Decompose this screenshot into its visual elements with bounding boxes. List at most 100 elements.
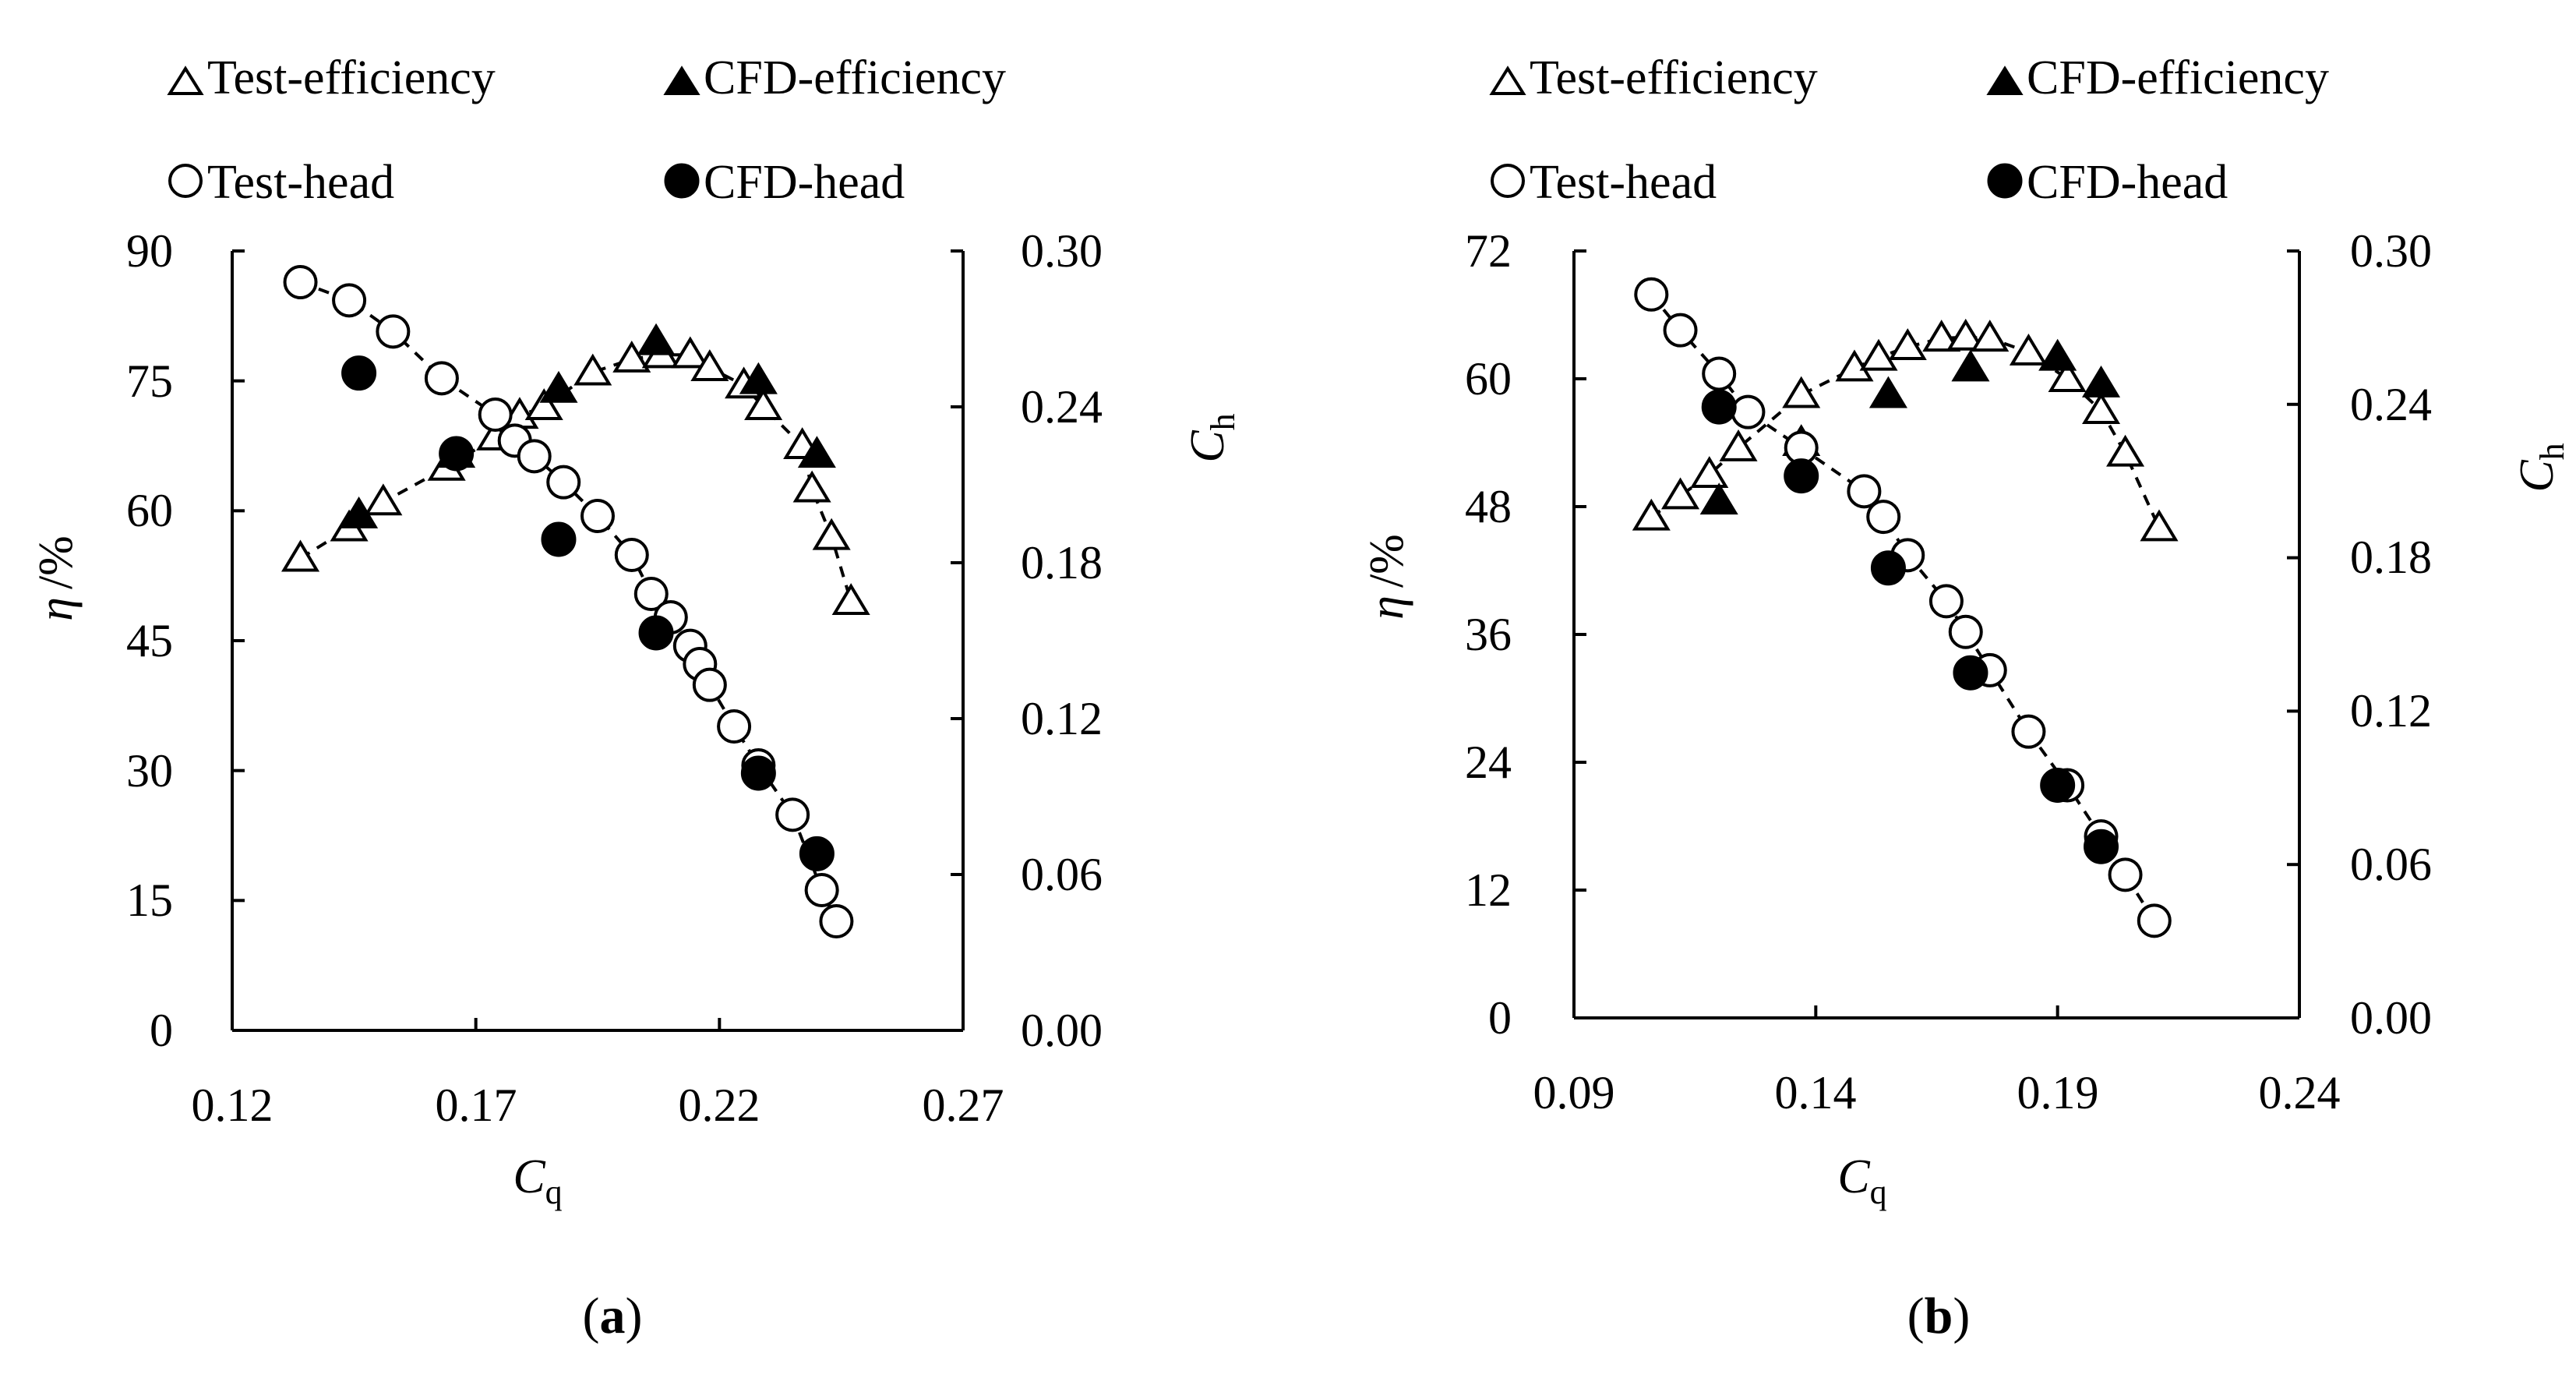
panel-label-open: ( [583,1288,600,1344]
x-tick-label: 0.14 [1775,1067,1857,1118]
x-axis-label-sub: q [545,1173,563,1211]
data-point-test-head [775,797,810,832]
data-point-test-efficiency [1719,429,1758,461]
data-point-test-head [2137,903,2172,938]
data-point-cfd-efficiency [2081,365,2121,398]
panel-label: (a) [583,1288,643,1344]
x-axis-ticks: 0.09 0.14 0.19 0.24 [1533,1067,2341,1118]
data-point-test-efficiency [2009,333,2048,366]
data-point-test-efficiency [1888,328,1927,360]
series-layer [281,265,870,938]
y-tick-label-right: 0.12 [1021,693,1103,744]
series-line-test-head [1650,293,2156,922]
data-point-test-efficiency [2081,392,2121,424]
data-point-test-efficiency [1661,477,1700,510]
panel-label-close: ) [1953,1288,1970,1344]
data-point-test-head [633,577,669,611]
data-point-cfd-head [1953,655,1988,691]
data-point-cfd-head [1870,550,1906,586]
y-tick-label-left: 72 [1465,225,1512,277]
y-axis-right-label-sub: h [2533,443,2571,460]
data-point-cfd-head [1784,458,1819,494]
series-layer [1632,277,2179,938]
y-tick-label-right: 0.24 [2350,379,2432,430]
data-point-test-efficiency [744,388,783,420]
legend-item-cfd-efficiency: CFD-efficiency [1986,51,2329,104]
y-tick-label-right: 0.24 [1021,381,1103,433]
y-axis-right-ticks: 0.00 0.06 0.12 0.18 0.24 0.30 [2350,225,2432,1044]
data-point-test-head [424,361,459,396]
y-tick-label-left: 45 [126,615,173,666]
x-tick-label: 0.24 [2259,1067,2341,1118]
data-point-test-efficiency [281,539,320,572]
data-point-cfd-efficiency [739,362,778,394]
y-tick-label-left: 60 [1465,353,1512,405]
data-point-test-head [283,265,318,299]
y-axis-left-ticks: 0 12 24 36 48 60 72 [1465,225,1512,1044]
y-axis-left-label: η /% [30,535,83,621]
y-tick-label-left: 12 [1465,864,1512,916]
data-point-test-head [614,538,649,572]
data-point-test-efficiency [524,388,563,420]
data-point-cfd-head [439,436,475,472]
data-point-cfd-efficiency [1951,349,1990,382]
data-point-test-efficiency [573,353,612,386]
legend-item-cfd-efficiency: CFD-efficiency [663,51,1006,104]
data-point-test-head [546,465,581,500]
legend-label: Test-head [207,156,394,209]
triangle-filled-icon [663,65,700,95]
data-point-test-head [2011,714,2046,749]
legend-label: CFD-head [704,156,905,209]
x-axis-label-main: C [1837,1150,1870,1203]
y-tick-label-left: 60 [126,485,173,536]
data-point-test-head [580,499,615,533]
data-point-cfd-head [2040,768,2076,804]
panel-label-letter: b [1925,1288,1953,1344]
y-tick-label-right: 0.00 [1021,1005,1103,1056]
y-tick-label-right: 0.30 [1021,225,1103,277]
circle-filled-icon [1987,163,2023,199]
data-point-test-efficiency [671,336,710,369]
x-tick-label: 0.09 [1533,1067,1615,1118]
y-axis-right-label: Ch [2511,443,2571,492]
panel-b: Test-efficiency CFD-efficiency Test-head… [1360,51,2571,1344]
data-point-test-head [376,314,411,349]
y-tick-label-left: 15 [126,874,173,926]
data-point-cfd-efficiency [637,323,676,355]
x-tick-label: 0.27 [923,1079,1004,1131]
data-point-test-head [2108,857,2143,892]
data-point-test-efficiency [1922,320,1961,352]
data-point-test-efficiency [1632,498,1671,531]
y-axis-left-label-unit: /% [30,535,83,589]
data-point-test-efficiency [612,341,651,373]
data-point-test-efficiency [812,518,851,550]
data-point-test-efficiency [1859,338,1898,371]
legend-label: CFD-head [2027,156,2228,209]
data-point-test-head [804,873,839,907]
x-axis-label: Cq [513,1150,562,1211]
x-axis-label: Cq [1837,1150,1886,1211]
y-tick-label-right: 0.18 [2350,532,2432,583]
plot-area [231,249,965,1032]
data-point-test-efficiency [792,470,831,503]
x-axis-label-main: C [513,1150,545,1203]
data-point-test-efficiency [2140,509,2179,542]
legend-item-test-efficiency: Test-efficiency [167,51,496,104]
y-tick-label-left: 75 [126,355,173,407]
panel-label-close: ) [626,1288,643,1344]
data-point-test-head [1663,313,1698,348]
legend-item-cfd-head: CFD-head [664,156,905,209]
legend-label: Test-head [1530,156,1717,209]
data-point-test-efficiency [1946,318,1985,351]
data-point-cfd-efficiency [797,436,836,468]
legend: Test-efficiency CFD-efficiency Test-head… [167,51,1006,209]
y-axis-left-label: η /% [1360,534,1413,620]
legend-label: CFD-efficiency [2027,51,2329,104]
circle-filled-icon [664,163,700,199]
y-tick-label-left: 36 [1465,609,1512,660]
data-point-cfd-head [638,615,674,651]
tick-marks [1572,249,2301,1019]
x-tick-label: 0.12 [192,1079,273,1131]
y-axis-right-label-main: C [2511,460,2564,493]
